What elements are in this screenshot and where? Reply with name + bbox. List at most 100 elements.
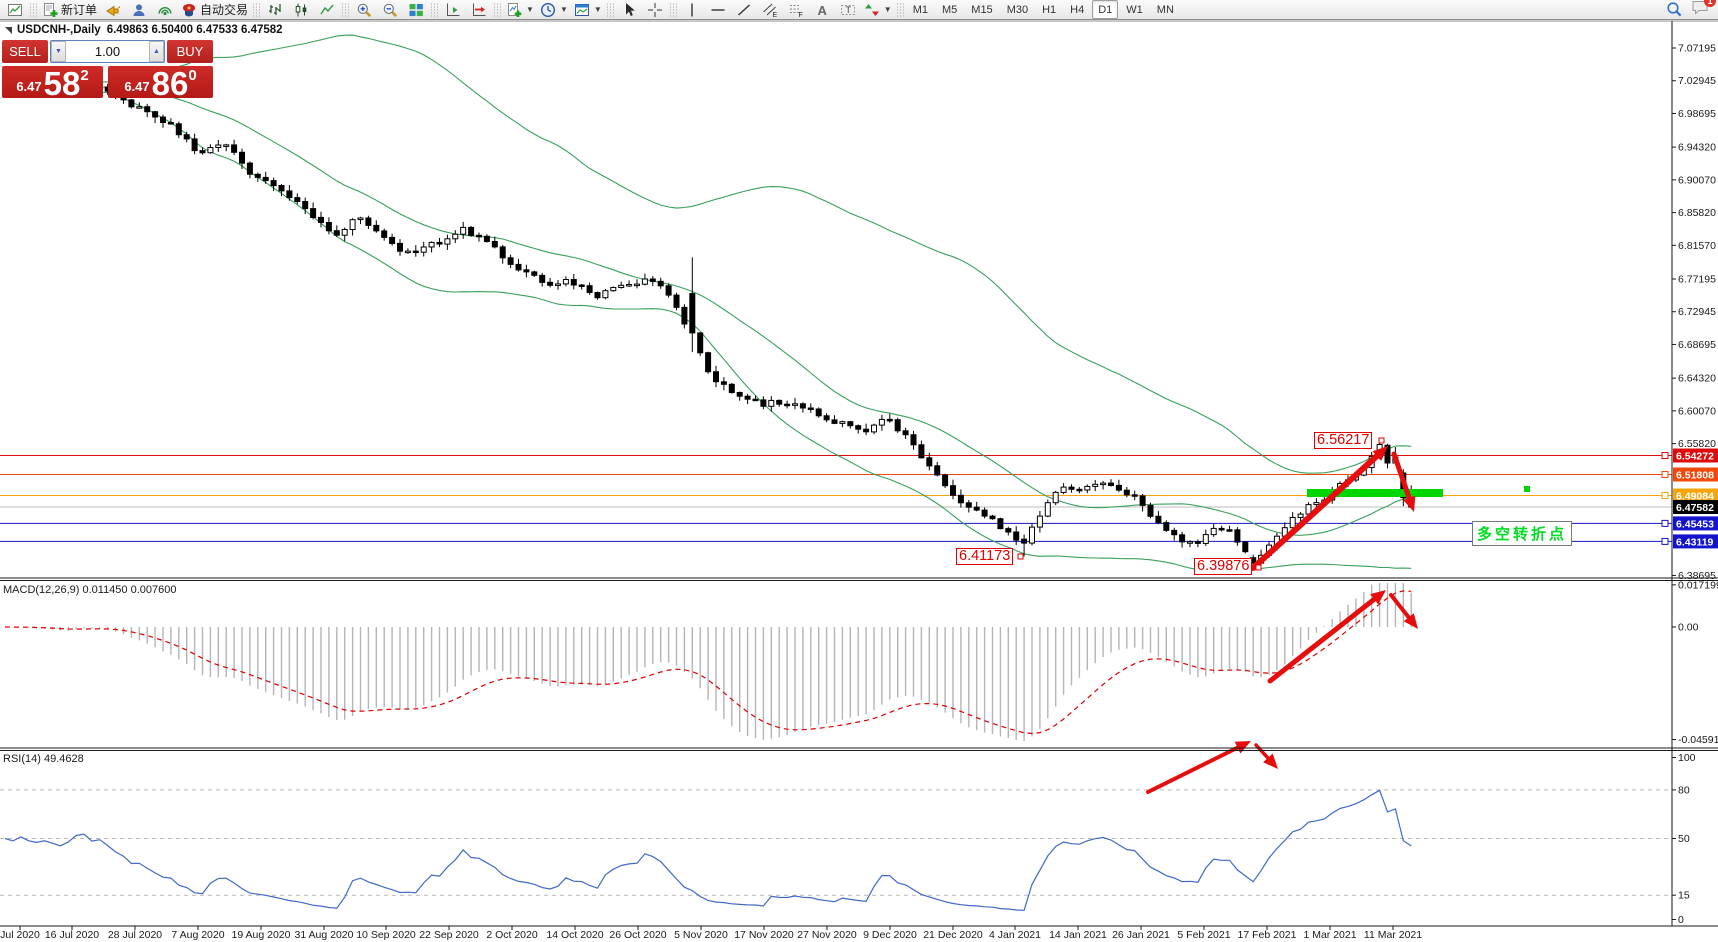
date-tick-label: 10 Sep 2020 [356,929,416,941]
candle [1210,527,1217,536]
swing-high-label[interactable]: 6.56217 [1314,432,1373,449]
timeframe-button-m30[interactable]: M30 [1006,3,1029,16]
alerts-button[interactable] [100,0,126,20]
timeframe-button-h4[interactable]: H4 [1070,3,1085,16]
horizontal-line-icon [711,8,725,11]
swing-low-label-1[interactable]: 6.41173 [956,548,1014,565]
candle [1060,486,1067,493]
candle [365,217,372,226]
toolbar-separator [431,2,439,17]
crosshair-button[interactable] [642,0,668,20]
cursor-button[interactable] [616,0,642,20]
signal-button[interactable] [152,0,178,20]
fibonacci-button[interactable]: F [783,0,809,20]
date-tick-label: 26 Jan 2021 [1112,929,1170,941]
channel-button[interactable]: E [757,0,783,20]
volume-increase-button[interactable]: ▲ [149,41,164,62]
fibonacci-icon: F [789,4,803,18]
candle [357,217,364,221]
candle [491,241,498,248]
price-tick-label: 6.98695 [1678,108,1716,120]
autotrading-button[interactable]: 自动交易 [178,0,251,20]
search-icon[interactable] [1666,1,1683,18]
trend-arrow [1391,451,1414,506]
periods-button[interactable]: ▼ [537,0,571,20]
timeframe-button-mn[interactable]: MN [1156,3,1174,16]
candle [657,280,664,287]
trendline-button[interactable] [731,0,757,20]
price-tag-6.45453 [1673,516,1718,531]
vertical-line-icon [691,3,693,16]
price-tick-label: 6.90070 [1678,174,1716,186]
candle [191,138,198,152]
candle [507,257,514,265]
macd-tick-label: 0.017199 [1678,579,1718,591]
chart-window-icon [8,3,22,16]
buy-button[interactable]: BUY [167,40,213,63]
rsi-label: RSI(14) 49.4628 [3,753,84,765]
candle [381,230,388,238]
toolbar-right-group: 1 [1666,0,1716,21]
new-order-button[interactable]: 新订单 [39,0,100,20]
bar-chart-button[interactable] [262,0,288,20]
arrows-button[interactable]: ▼ [861,0,895,20]
sell-price-small: 6.47 [16,79,42,94]
auto-scroll-button[interactable] [466,0,492,20]
channel-icon: E [762,3,777,18]
buy-price-display[interactable]: 6.47 86 0 [108,66,213,100]
candlestick-icon [295,3,307,16]
zoom-out-icon [383,3,398,17]
text-button[interactable]: A [809,0,835,20]
band-middle [4,84,1412,536]
horizontal-line-button[interactable] [705,0,731,20]
chart-window-button[interactable] [2,0,28,20]
new-order-label: 新订单 [61,3,98,17]
zoom-out-button[interactable] [377,0,403,20]
candle [950,485,956,496]
candle [997,518,1004,530]
candle [807,407,814,410]
text-label-button[interactable]: T [835,0,861,20]
price-tag-6.49084 [1673,488,1718,503]
date-tick-label: 2 Oct 2020 [486,929,538,941]
chart-title: USDCNH-,Daily 6.49863 6.50400 6.47533 6.… [5,24,283,36]
candle [878,418,885,426]
candle [641,278,648,285]
swing-low-label-2[interactable]: 6.39876 [1194,558,1253,575]
candle [341,229,348,236]
candle [578,284,585,287]
zoom-in-button[interactable] [351,0,377,20]
timeframe-button-m1[interactable]: M1 [912,3,928,16]
timeframe-button-m15[interactable]: M15 [971,3,993,16]
trendline-icon [737,3,750,16]
candle [1194,541,1201,544]
candlestick-button[interactable] [288,0,314,20]
indicators-button[interactable]: ▼ [503,0,537,20]
notifications-button[interactable]: 1 [1691,0,1716,21]
chart-shift-icon [447,3,460,16]
candle [373,224,380,232]
line-chart-button[interactable] [314,0,340,20]
template-button[interactable]: ▼ [571,0,605,20]
profile-button[interactable] [126,0,152,20]
timeframe-button-w1[interactable]: W1 [1126,3,1143,16]
candle [752,398,759,402]
timeframe-button-d1[interactable]: D1 [1092,0,1119,19]
tile-windows-button[interactable] [403,0,429,20]
band-lower [4,84,1412,572]
pivot-note-label[interactable]: 多空转折点 [1472,521,1573,546]
candle [231,144,238,153]
price-tick-label: 6.55820 [1678,438,1716,450]
sell-button[interactable]: SELL [2,40,48,63]
vertical-line-button[interactable] [679,0,705,20]
volume-input[interactable]: 1.00 [94,44,121,59]
timeframe-button-m5[interactable]: M5 [942,3,958,16]
timeframe-button-h1[interactable]: H1 [1042,3,1057,16]
sell-price-big: 58 [43,65,81,102]
sell-price-display[interactable]: 6.47 58 2 [2,65,103,102]
megaphone-icon [106,5,121,16]
candle [989,515,996,520]
chart-shift-button[interactable] [440,0,466,20]
volume-decrease-button[interactable]: ▼ [51,41,66,62]
